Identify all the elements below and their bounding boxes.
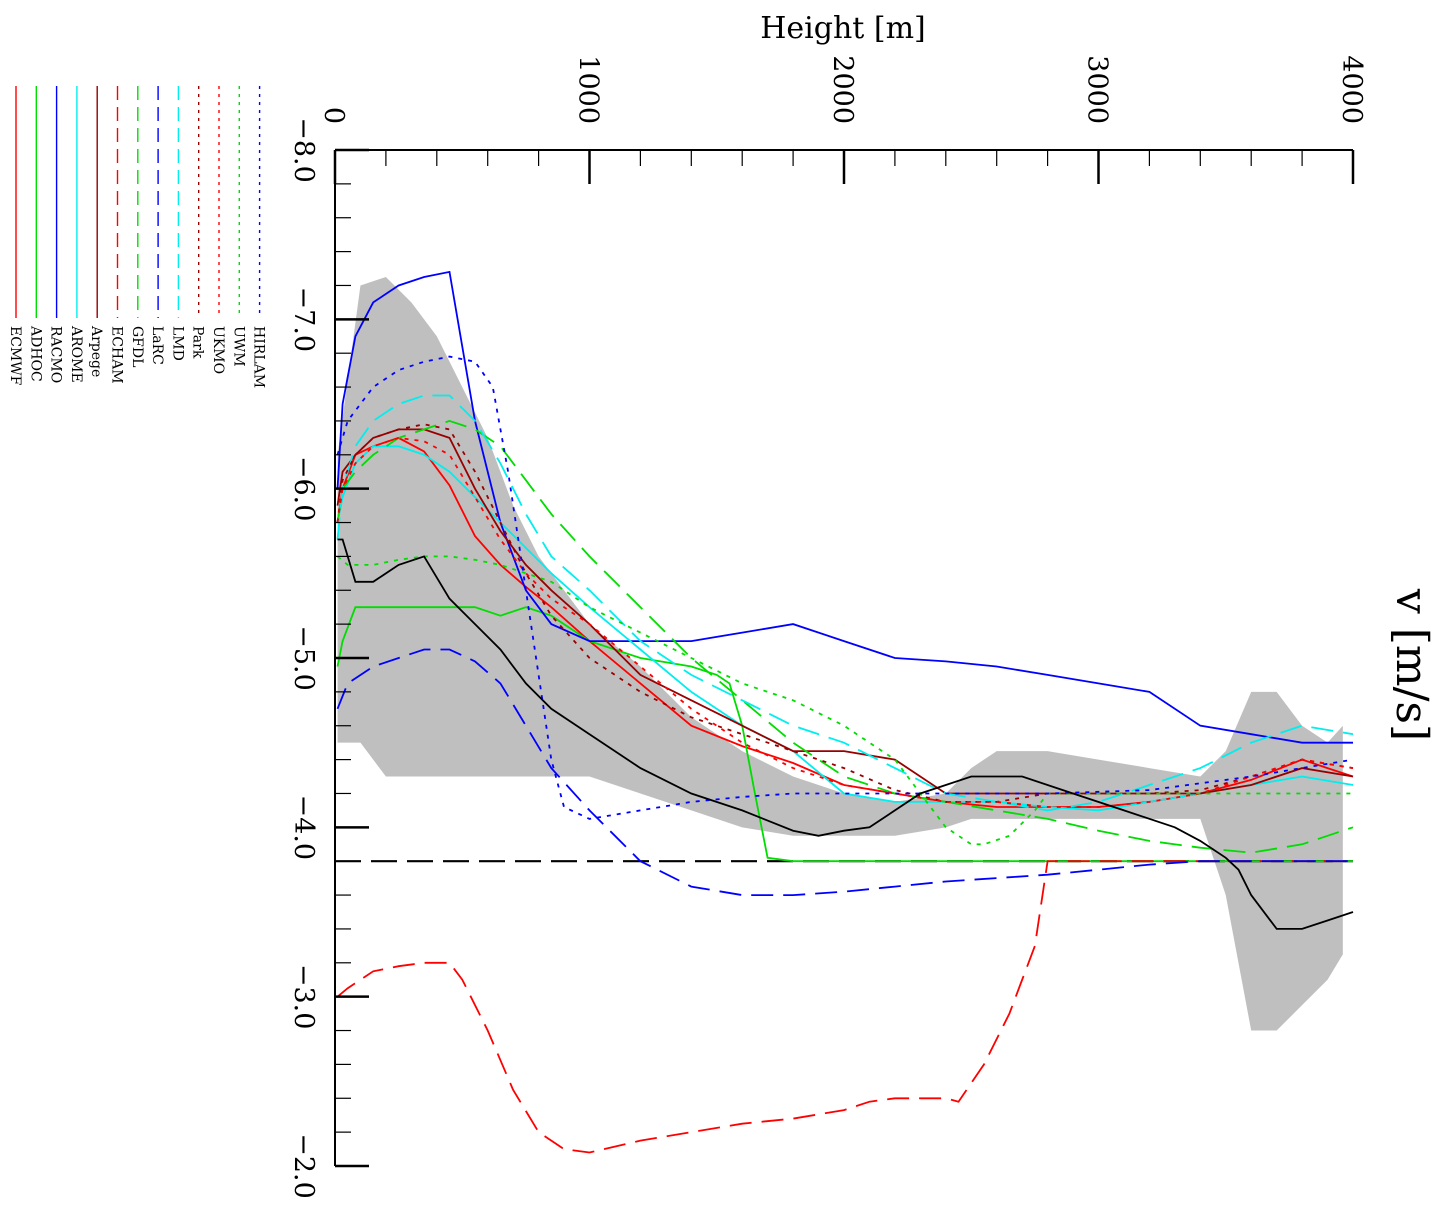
legend-label-larc: LaRC [149, 326, 165, 365]
legend-label-lmd: LMD [169, 326, 185, 361]
x-tick-label: 0 [318, 107, 349, 124]
y-axis-title: v [m/s] [1386, 588, 1437, 741]
series-line-gfdl [336, 419, 1354, 854]
y-tick-label: −4.0 [288, 795, 319, 861]
y-tick-label: −2.0 [288, 1133, 319, 1199]
series-line-arome [336, 445, 1354, 812]
legend-label-gfdl: GFDL [129, 326, 145, 367]
series-line-lmd [336, 394, 1354, 812]
series-line-park [336, 423, 1354, 803]
x-tick-label: 4000 [1336, 55, 1367, 124]
legend-label-ecmwf: ECMWF [7, 326, 23, 386]
legend-label-hirlam: HIRLAM [251, 326, 267, 388]
x-tick-label: 3000 [1082, 55, 1113, 124]
legend-label-arpege: Arpege [88, 325, 104, 377]
x-tick-label: 1000 [573, 55, 604, 124]
series-line-arpege [336, 428, 1354, 795]
legend-label-uwm: UWM [230, 326, 246, 367]
x-tick-label: 2000 [827, 55, 858, 124]
series-line-mean [337, 538, 1354, 930]
spread-band-layer [337, 277, 1343, 1031]
legend-label-adhoc: ADHOC [27, 325, 43, 382]
x-axis-title: Height [m] [760, 11, 925, 46]
axes-layer: 0 1000 2000 3000 4000 −8.0 −7.0 −6.0 −5.0 −4.0 −3.… [288, 55, 1367, 1199]
y-tick-label: −7.0 [288, 287, 319, 353]
legend-label-arome: AROME [68, 325, 84, 383]
legend: ECMWF ADHOC RACMO AROME Arpege ECHAM GFDL LaRC L… [7, 86, 267, 388]
y-tick-label: −6.0 [288, 456, 319, 522]
series-line-ukmo [336, 436, 1354, 808]
legend-label-park: Park [190, 326, 206, 359]
series-line-larc [336, 648, 1353, 896]
series-line-adhoc [336, 606, 1353, 863]
spread-band [337, 277, 1343, 1031]
legend-label-echam: ECHAM [109, 326, 125, 384]
y-tick-label: −3.0 [288, 964, 319, 1030]
legend-label-racmo: RACMO [48, 326, 64, 383]
series-line-echam [336, 860, 1353, 1154]
series-layer [336, 270, 1354, 1154]
legend-label-ukmo: UKMO [210, 326, 226, 374]
y-tick-label: −5.0 [288, 625, 319, 691]
y-tick-label: −8.0 [288, 117, 319, 183]
series-line-racmo [336, 270, 1353, 744]
